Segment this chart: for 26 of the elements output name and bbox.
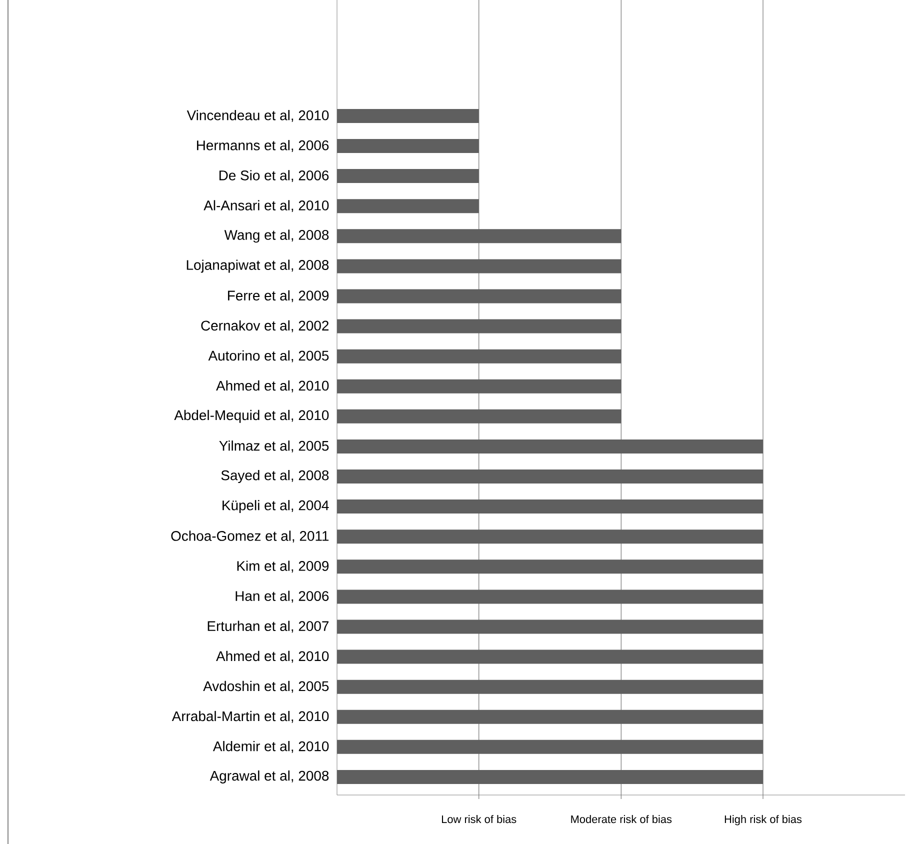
y-tick-label: Hermanns et al, 2006 [197,140,329,152]
y-tick-label: Avdoshin et al, 2005 [203,680,329,693]
y-tick-label: Ahmed et al, 2010 [216,650,329,663]
y-tick-label: Yilmaz et al, 2005 [219,440,329,452]
ref-line-label: High risk of bias [724,815,802,826]
y-tick-label: Ahmed et al, 2010 [216,380,329,392]
ref-line-label: Low risk of bias [442,815,516,824]
y-tick-label: Kim et al, 2009 [237,560,329,573]
y-tick-label: Küpeli et al, 2004 [222,500,329,514]
y-tick-label: Autorino et al, 2005 [208,350,329,362]
y-tick-label: Ferre et al, 2009 [228,290,329,302]
y-tick-label: Al-Ansari et al, 2010 [204,200,329,212]
y-tick-label: Agrawal et al, 2008 [210,770,329,784]
y-tick-label: Ochoa-Gomez et al, 2011 [171,530,329,543]
y-tick-label: De Sio et al, 2006 [219,170,329,182]
y-tick-label: Aldemir et al, 2010 [212,740,329,753]
y-tick-label: Arrabal-Martin et al, 2010 [172,710,329,723]
y-tick-label: Vincendeau et al, 2010 [186,110,329,122]
ref-line-label: Moderate risk of bias [571,815,672,824]
y-tick-label: Sayed et al, 2008 [221,470,329,484]
y-tick-label: Abdel-Mequid et al, 2010 [174,410,329,423]
y-tick-label: Wang et al, 2008 [224,230,329,243]
y-tick-label: Lojanapiwat et al, 2008 [186,260,329,273]
y-tick-label: Erturhan et al, 2007 [208,620,329,633]
y-tick-label: Han et al, 2006 [236,590,329,603]
y-tick-label: Cernakov et al, 2002 [201,320,329,332]
